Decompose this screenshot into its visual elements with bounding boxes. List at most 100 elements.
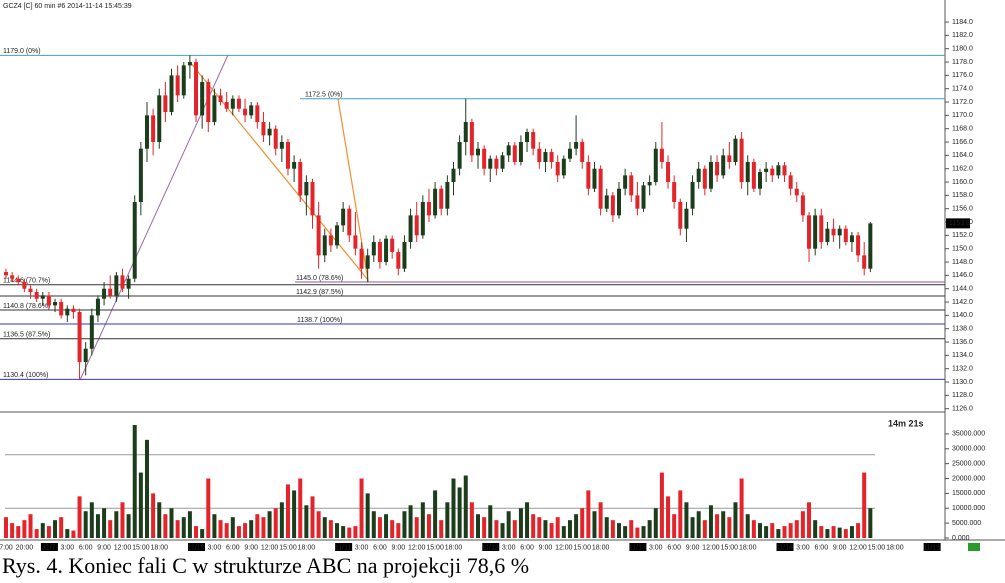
volume-bar bbox=[708, 505, 713, 538]
candle-body bbox=[702, 168, 707, 189]
candle-body bbox=[255, 105, 260, 123]
date-label-box bbox=[335, 543, 353, 551]
volume-bar bbox=[800, 511, 805, 538]
volume-bar bbox=[310, 496, 315, 538]
volume-bar bbox=[684, 502, 689, 538]
volume-bar bbox=[402, 511, 407, 538]
candle-body bbox=[95, 298, 100, 316]
y-tick-label: 1166.0 bbox=[952, 139, 973, 146]
candle-body bbox=[653, 148, 658, 183]
x-tick-label: 6:00 bbox=[520, 544, 534, 551]
volume-bar bbox=[77, 496, 82, 538]
volume-bar bbox=[71, 530, 76, 538]
candle-body bbox=[776, 165, 781, 176]
candle-body bbox=[341, 208, 346, 226]
volume-bar bbox=[592, 511, 597, 538]
candle-body bbox=[194, 62, 199, 116]
volume-bar bbox=[445, 502, 450, 538]
volume-bar bbox=[574, 514, 579, 538]
volume-bar bbox=[390, 520, 395, 538]
candle-body bbox=[757, 172, 762, 189]
volume-bar bbox=[261, 517, 266, 538]
volume-bar bbox=[849, 526, 854, 538]
candle-body bbox=[102, 288, 107, 299]
level-label: 1138.7 (100%) bbox=[297, 317, 342, 324]
volume-bar bbox=[451, 478, 456, 538]
x-tick-label: 15:00 bbox=[279, 544, 297, 551]
y-tick-label: 1130.0 bbox=[952, 379, 973, 386]
volume-bar bbox=[598, 502, 603, 538]
volume-bar bbox=[580, 508, 585, 538]
volume-bar bbox=[34, 529, 39, 538]
candle-body bbox=[543, 152, 548, 163]
candle-body bbox=[843, 228, 848, 243]
volume-bar bbox=[224, 523, 229, 538]
candle-body bbox=[856, 235, 861, 256]
candle-body bbox=[690, 182, 695, 209]
volume-bar bbox=[292, 490, 297, 538]
candle-body bbox=[807, 215, 812, 249]
candle-body bbox=[506, 145, 511, 156]
volume-bar bbox=[610, 520, 615, 538]
volume-bar bbox=[102, 508, 107, 538]
candle-body bbox=[500, 155, 505, 169]
volume-bar bbox=[108, 520, 113, 538]
date-label-box bbox=[923, 543, 941, 551]
volume-bar bbox=[825, 529, 830, 538]
candle-body bbox=[218, 95, 223, 103]
volume-bar bbox=[279, 502, 284, 538]
date-label-box bbox=[629, 543, 647, 551]
volume-bar bbox=[53, 520, 58, 538]
volume-bar bbox=[696, 511, 701, 538]
candle-body bbox=[555, 162, 560, 176]
candle-body bbox=[623, 175, 628, 189]
x-tick-label: 3:00 bbox=[355, 544, 369, 551]
volume-bar bbox=[531, 514, 536, 538]
volume-bar bbox=[194, 526, 199, 538]
candle-body bbox=[445, 182, 450, 209]
volume-bar bbox=[4, 517, 8, 538]
y-tick-label: 10000.000 bbox=[952, 505, 985, 512]
date-label-box bbox=[776, 543, 794, 551]
candle-body bbox=[4, 272, 8, 276]
volume-bar bbox=[163, 514, 168, 538]
candle-body bbox=[34, 292, 39, 299]
volume-bar bbox=[666, 496, 671, 538]
candle-body bbox=[586, 162, 591, 189]
candle-body bbox=[567, 148, 572, 159]
candle-body bbox=[727, 155, 732, 163]
volume-bar bbox=[83, 511, 88, 538]
date-label-box bbox=[482, 543, 500, 551]
x-tick-label: 3:00 bbox=[60, 544, 74, 551]
x-tick-label: 6:00 bbox=[814, 544, 828, 551]
y-tick-label: 1144.0 bbox=[952, 286, 973, 293]
volume-bar bbox=[420, 502, 425, 538]
volume-bar bbox=[132, 424, 137, 538]
x-tick-label: 6:00 bbox=[667, 544, 681, 551]
candle-body bbox=[708, 162, 713, 189]
candle-body bbox=[151, 115, 156, 143]
x-tick-label: 12:00 bbox=[702, 544, 720, 551]
candle-body bbox=[531, 132, 536, 149]
x-tick-label: 18:00 bbox=[886, 544, 904, 551]
volume-bar bbox=[236, 526, 241, 538]
candle-body bbox=[426, 202, 431, 216]
candle-body bbox=[469, 122, 474, 156]
status-indicator bbox=[968, 543, 980, 551]
candle-body bbox=[377, 242, 382, 263]
candle-body bbox=[414, 215, 419, 236]
candle-body bbox=[715, 162, 720, 176]
last-price-box bbox=[946, 218, 970, 229]
candle-body bbox=[249, 105, 254, 116]
volume-bar bbox=[316, 511, 321, 538]
candle-body bbox=[457, 142, 462, 169]
x-tick-label: 20:00 bbox=[16, 544, 34, 551]
candle-body bbox=[598, 168, 603, 209]
candle-body bbox=[77, 312, 82, 363]
candle-body bbox=[580, 142, 585, 163]
volume-bar bbox=[255, 514, 260, 538]
y-tick-label: 1126.0 bbox=[952, 406, 973, 413]
candle-body bbox=[126, 278, 131, 289]
candle-body bbox=[494, 158, 499, 169]
volume-bar bbox=[322, 517, 327, 538]
